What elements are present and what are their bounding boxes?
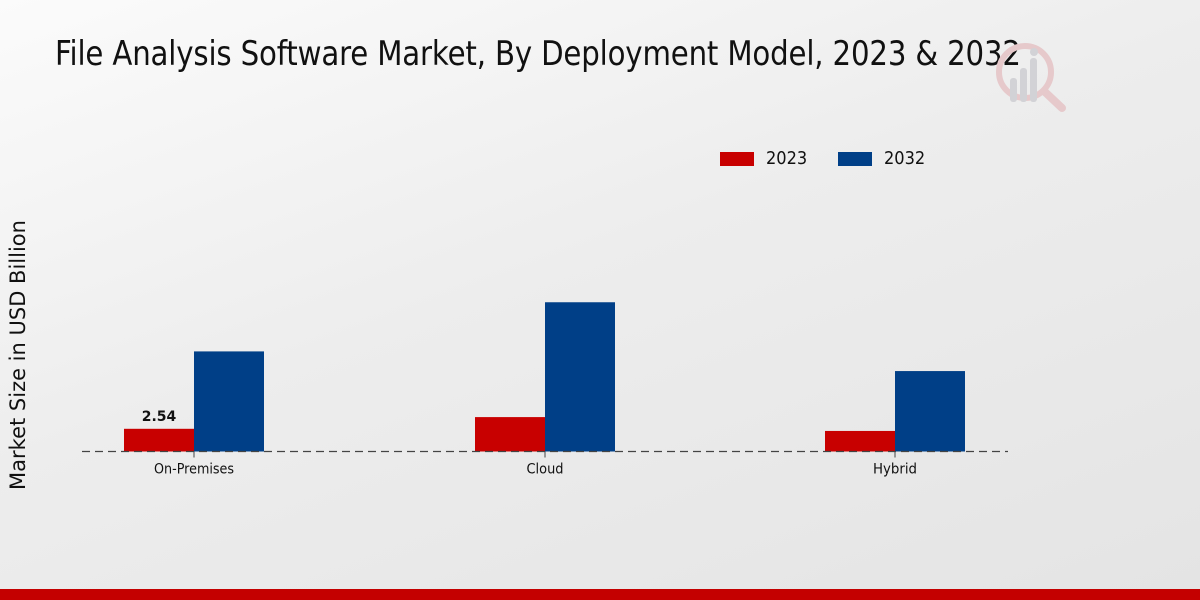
x-tick-label-on-premises: On-Premises	[154, 462, 234, 478]
legend-swatch-2032	[838, 151, 872, 166]
magnifier-bar-chart-logo-icon	[996, 43, 1066, 112]
legend-swatch-2023	[720, 151, 754, 166]
legend-label-2032: 2032	[884, 148, 926, 169]
legend-item-2023: 2023	[720, 148, 812, 169]
bar-hybrid-2032	[895, 371, 965, 452]
bar-cloud-2023	[475, 417, 545, 452]
bar-hybrid-2023	[825, 430, 895, 452]
labels-group: On-Premises Cloud Hybrid 2.54	[142, 409, 917, 478]
bar-on-premises-2032	[194, 351, 264, 452]
x-tick-label-hybrid: Hybrid	[873, 462, 917, 478]
legend-item-2032: 2032	[838, 148, 930, 169]
x-ticks-group	[193, 451, 896, 458]
x-tick-label-cloud: Cloud	[527, 462, 564, 478]
data-label-on-premises-2023: 2.54	[142, 409, 177, 425]
bars-group	[124, 302, 965, 452]
bar-cloud-2032	[545, 302, 615, 452]
bar-on-premises-2023	[124, 428, 194, 452]
legend-label-2023: 2023	[766, 148, 808, 169]
chart-title: File Analysis Software Market, By Deploy…	[55, 34, 1021, 74]
bottom-accent-band	[0, 589, 1200, 600]
